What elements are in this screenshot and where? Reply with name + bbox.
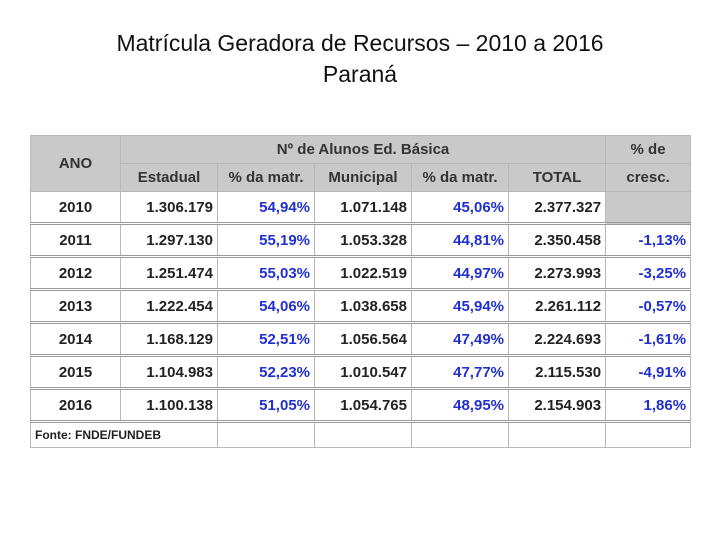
value-cell: 1.056.564: [314, 322, 412, 357]
year-header: ANO: [30, 135, 121, 192]
empty-cell: [314, 421, 412, 448]
value-cell: 52,23%: [217, 355, 315, 390]
value-cell: 54,94%: [217, 191, 315, 225]
title-block: Matrícula Geradora de Recursos – 2010 a …: [0, 28, 720, 90]
value-cell: 1.168.129: [120, 322, 218, 357]
value-cell: -0,57%: [605, 289, 692, 324]
value-cell: 2.154.903: [507, 388, 607, 423]
title: Matrícula Geradora de Recursos – 2010 a …: [116, 30, 604, 56]
value-cell: 47,49%: [411, 322, 509, 357]
data-row: 2010 1.306.179 54,94% 1.071.148 45,06% 2.377.…: [30, 191, 692, 225]
column-header: Municipal: [314, 163, 412, 192]
group-header: Nº de Alunos Ed. Básica: [119, 135, 607, 164]
subtitle: Paraná: [322, 61, 398, 87]
table: ANO Nº de Alunos Ed. Básica % de Estadua…: [30, 135, 692, 448]
data-row: 2011 1.297.130 55,19% 1.053.328 44,81% 2.350.…: [30, 223, 692, 258]
empty-cell: [217, 421, 315, 448]
data-row: 2014 1.168.129 52,51% 1.056.564 47,49% 2.224.…: [30, 322, 692, 357]
year-cell: 2013: [30, 289, 121, 324]
value-cell: 55,03%: [217, 256, 315, 291]
value-cell: 1.306.179: [120, 191, 218, 225]
value-cell: 47,77%: [411, 355, 509, 390]
value-cell: 48,95%: [411, 388, 509, 423]
year-cell: 2010: [30, 191, 121, 225]
growth-header: % de: [605, 135, 692, 164]
header-row: ANO Nº de Alunos Ed. Básica % de: [30, 135, 692, 192]
value-cell: 2.224.693: [507, 322, 607, 357]
empty-cell: [605, 191, 692, 225]
source: Fonte: FNDE/FUNDEB: [30, 421, 218, 448]
value-cell: 1.297.130: [120, 223, 218, 258]
year-cell: 2012: [30, 256, 121, 291]
value-cell: -3,25%: [605, 256, 692, 291]
column-header: % da matr.: [217, 163, 315, 192]
value-cell: -1,13%: [605, 223, 692, 258]
value-cell: 1.038.658: [314, 289, 412, 324]
value-cell: 55,19%: [217, 223, 315, 258]
year-cell: 2016: [30, 388, 121, 423]
value-cell: 2.377.327: [507, 191, 607, 225]
empty-cell: [507, 421, 607, 448]
value-cell: 1.010.547: [314, 355, 412, 390]
value-cell: 1.251.474: [120, 256, 218, 291]
data-row: 2012 1.251.474 55,03% 1.022.519 44,97% 2.273.…: [30, 256, 692, 291]
value-cell: 1.054.765: [314, 388, 412, 423]
column-header: Estadual: [120, 163, 218, 192]
value-cell: 44,97%: [411, 256, 509, 291]
data-row: 2013 1.222.454 54,06% 1.038.658 45,94% 2.261.…: [30, 289, 692, 324]
value-cell: 52,51%: [217, 322, 315, 357]
empty-cell: [605, 421, 692, 448]
year-cell: 2015: [30, 355, 121, 390]
value-cell: 45,06%: [411, 191, 509, 225]
column-header-row: Estadual% da matr. Municipal% da matr. TOT…: [31, 163, 692, 192]
value-cell: 2.261.112: [507, 289, 607, 324]
column-header: % da matr.: [411, 163, 509, 192]
column-header: TOTAL: [507, 163, 607, 192]
value-cell: 51,05%: [217, 388, 315, 423]
source-row: Fonte: FNDE/FUNDEB: [30, 421, 692, 448]
value-cell: 1.053.328: [314, 223, 412, 258]
value-cell: 2.115.530: [507, 355, 607, 390]
empty-cell: [411, 421, 509, 448]
value-cell: 1.104.983: [120, 355, 218, 390]
value-cell: 2.273.993: [507, 256, 607, 291]
value-cell: 54,06%: [217, 289, 315, 324]
value-cell: 45,94%: [411, 289, 509, 324]
value-cell: -4,91%: [605, 355, 692, 390]
value-cell: 44,81%: [411, 223, 509, 258]
value-cell: 1.222.454: [120, 289, 218, 324]
year-cell: 2014: [30, 322, 121, 357]
value-cell: 1.071.148: [314, 191, 412, 225]
value-cell: 1,86%: [605, 388, 692, 423]
value-cell: 1.100.138: [120, 388, 218, 423]
table-body: ANO Nº de Alunos Ed. Básica % de Estadua…: [30, 135, 692, 448]
year-cell: 2011: [30, 223, 121, 258]
data-row: 2016 1.100.138 51,05% 1.054.765 48,95% 2.154.…: [30, 388, 692, 423]
value-cell: 1.022.519: [314, 256, 412, 291]
growth-header: cresc.: [605, 163, 692, 192]
value-cell: -1,61%: [605, 322, 692, 357]
data-row: 2015 1.104.983 52,23% 1.010.547 47,77% 2.115.…: [30, 355, 692, 390]
value-cell: 2.350.458: [507, 223, 607, 258]
